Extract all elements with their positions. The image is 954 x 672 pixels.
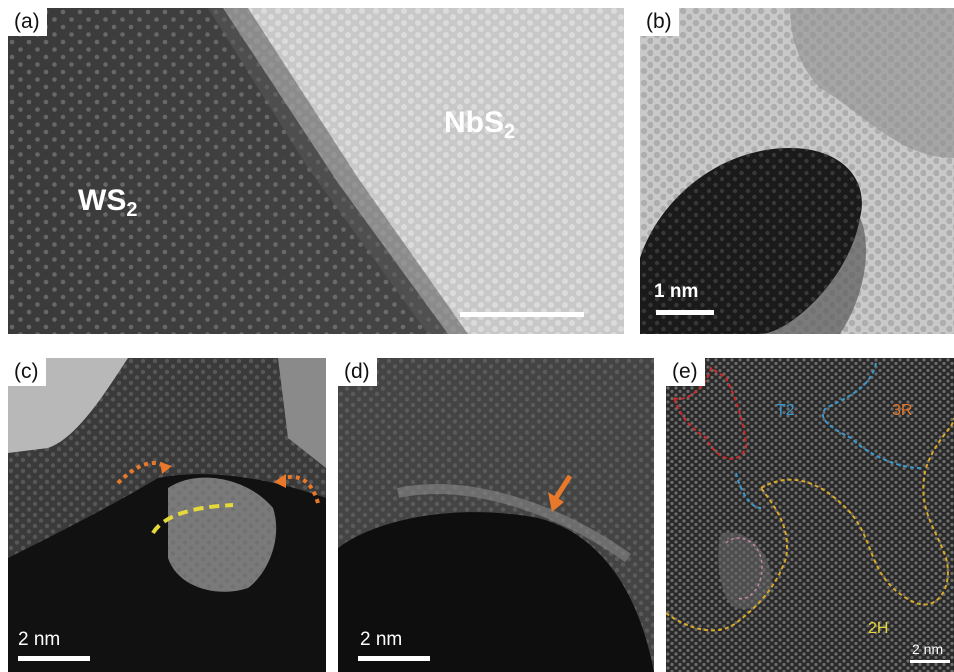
panel-e-label: (e) [666,358,705,386]
nbs2-label: NbS2 [444,106,515,144]
panel-a-label: (a) [8,8,47,36]
panel-b-image [640,8,954,334]
panel-b-label: (b) [640,8,679,36]
panel-b-scalebar-text: 1 nm [654,281,699,302]
panel-b: (b) 1 nm [640,8,954,334]
panel-d-image [338,358,654,672]
panel-c-scalebar [18,656,90,661]
panel-c: (c) 2 nm [8,358,326,672]
region-3r-label: 3R [892,402,913,419]
panel-e: (e) T2 3R 2H 2 nm [666,358,954,672]
panel-e-image [666,358,954,672]
ws2-label: WS2 [78,184,137,222]
ws2-base: WS [78,184,127,217]
panel-b-scalebar [656,310,714,315]
panel-d-label: (d) [338,358,377,386]
region-t2-label: T2 [776,402,795,419]
panel-a-scalebar [460,312,584,317]
panel-a-image [8,8,624,334]
nbs2-sub: 2 [504,121,516,143]
panel-a: (a) WS2 NbS2 [8,8,624,334]
panel-c-scalebar-text: 2 nm [18,629,61,650]
panel-d-scalebar-text: 2 nm [360,629,403,650]
ws2-sub: 2 [126,199,138,221]
panel-d: (d) 2 nm [338,358,654,672]
nbs2-base: NbS [444,106,504,139]
panel-e-scalebar [910,660,950,663]
panel-e-scalebar-text: 2 nm [912,641,944,657]
panel-c-image [8,358,326,672]
panel-d-scalebar [358,656,430,661]
panel-c-label: (c) [8,358,46,386]
region-2h-label: 2H [868,620,889,637]
